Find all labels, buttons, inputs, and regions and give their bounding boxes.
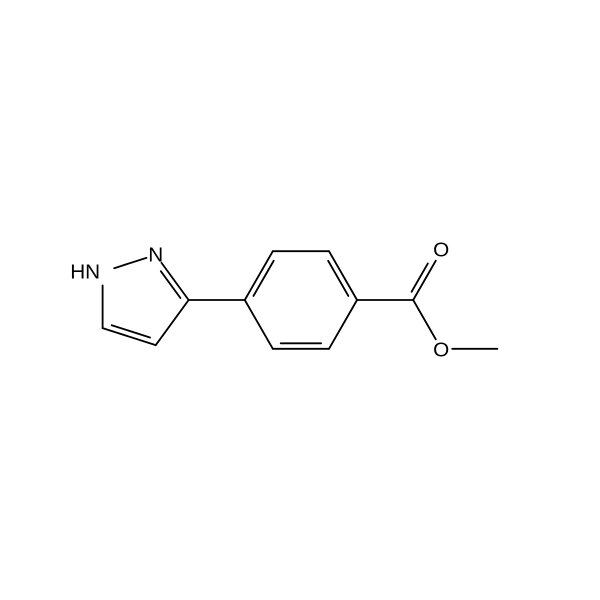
bond	[112, 325, 150, 337]
bond	[245, 300, 273, 349]
bond	[245, 251, 273, 300]
atom-label-N2: HN	[70, 260, 100, 283]
atom-label-O8: O	[433, 238, 449, 261]
bond	[329, 300, 357, 349]
bond	[114, 258, 146, 268]
atom-label-N1: N	[148, 243, 163, 266]
molecule-diagram: N HN O O	[0, 0, 600, 600]
bond	[413, 261, 436, 300]
bond	[329, 251, 357, 300]
bond	[156, 300, 189, 345]
bond	[413, 300, 436, 339]
atom-label-O9: O	[433, 339, 449, 362]
bond	[161, 263, 188, 300]
